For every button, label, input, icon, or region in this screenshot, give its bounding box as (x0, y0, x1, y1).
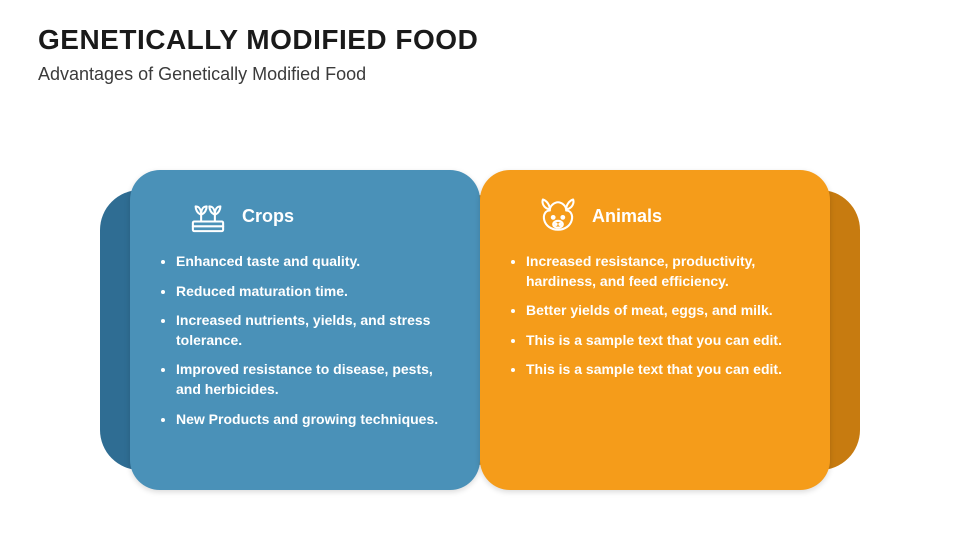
slide: GENETICALLY MODIFIED FOOD Advantages of … (0, 0, 960, 540)
list-item: This is a sample text that you can edit. (526, 360, 806, 380)
card-header-animals: Animals (536, 194, 806, 238)
card-pair: Crops Enhanced taste and quality. Reduce… (100, 170, 860, 490)
bullet-list-crops: Enhanced taste and quality. Reduced matu… (154, 252, 456, 429)
list-item: Better yields of meat, eggs, and milk. (526, 301, 806, 321)
list-item: This is a sample text that you can edit. (526, 331, 806, 351)
card-title-crops: Crops (242, 206, 294, 227)
list-item: Increased resistance, productivity, hard… (526, 252, 806, 291)
list-item: Reduced maturation time. (176, 282, 456, 302)
card-animals: Animals Increased resistance, productivi… (480, 170, 830, 490)
slide-title: GENETICALLY MODIFIED FOOD (38, 24, 922, 56)
list-item: Enhanced taste and quality. (176, 252, 456, 272)
list-item: Improved resistance to disease, pests, a… (176, 360, 456, 399)
card-header-crops: Crops (186, 194, 456, 238)
card-title-animals: Animals (592, 206, 662, 227)
animals-icon (536, 194, 580, 238)
slide-subtitle: Advantages of Genetically Modified Food (38, 64, 922, 85)
crops-icon (186, 194, 230, 238)
list-item: Increased nutrients, yields, and stress … (176, 311, 456, 350)
list-item: New Products and growing techniques. (176, 410, 456, 430)
card-crops: Crops Enhanced taste and quality. Reduce… (130, 170, 480, 490)
bullet-list-animals: Increased resistance, productivity, hard… (504, 252, 806, 380)
content-stage: Crops Enhanced taste and quality. Reduce… (0, 150, 960, 510)
